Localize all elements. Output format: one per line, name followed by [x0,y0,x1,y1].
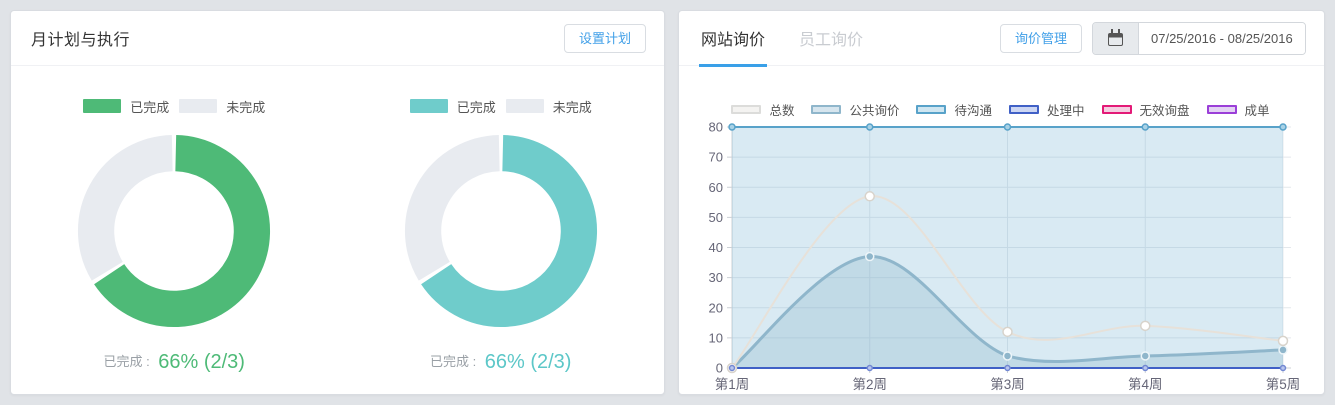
monthly-plan-panel: 月计划与执行 设置计划 已完成 未完成 已完成 : 66% (2/3) 已完成 未完… [10,10,665,395]
legend-label: 已完成 [456,99,496,115]
chart-legend-item[interactable]: 总数 [731,100,794,119]
legend-swatch [83,99,122,113]
chart-legend-label: 成单 [1244,104,1270,118]
donut-legend: 已完成 未完成 [409,97,592,116]
inquiry-tabs: 网站询价 员工询价 [699,11,895,67]
chart-legend-label: 无效询盘 [1139,104,1190,118]
svg-text:20: 20 [709,300,723,315]
chart-legend-item[interactable]: 处理中 [1009,100,1085,119]
caption-value: 66% (2/3) [158,351,245,373]
svg-text:30: 30 [709,270,723,285]
svg-text:0: 0 [716,361,723,376]
tab-staff-inquiry[interactable]: 员工询价 [799,32,864,49]
panel-title: 月计划与执行 [31,32,131,49]
legend-item-undone[interactable]: 未完成 [179,97,265,116]
svg-text:40: 40 [709,240,723,255]
chart-legend-swatch [1009,105,1039,114]
calendar-button[interactable] [1093,22,1139,54]
legend-item-undone[interactable]: 未完成 [505,97,592,116]
chart-legend-label: 公共询价 [849,104,900,118]
donut-caption: 已完成 : 66% (2/3) [430,351,571,374]
inquiry-header-actions: 询价管理 [999,21,1306,55]
donut-caption: 已完成 : 66% (2/3) [104,351,245,374]
svg-text:70: 70 [709,150,723,165]
inquiry-manage-button[interactable]: 询价管理 [999,23,1082,53]
donut-legend: 已完成 未完成 [83,97,265,116]
plan-donut-chart-green[interactable] [76,133,272,329]
plan-donut-group-1: 已完成 未完成 已完成 : 66% (2/3) [11,98,338,374]
chart-legend-swatch [731,105,762,114]
monthly-plan-header: 月计划与执行 设置计划 [11,11,664,66]
set-plan-button[interactable]: 设置计划 [563,23,646,53]
caption-label: 已完成 : [430,354,477,369]
chart-legend-swatch [916,105,947,114]
legend-swatch [409,99,448,113]
svg-text:第5周: 第5周 [1266,376,1301,392]
chart-legend-item[interactable]: 无效询盘 [1101,100,1190,119]
svg-text:第4周: 第4周 [1128,376,1163,392]
legend-item-done[interactable]: 已完成 [409,97,496,116]
chart-legend-swatch [811,105,842,114]
legend-label: 未完成 [552,99,592,115]
svg-text:80: 80 [709,120,723,135]
legend-label: 已完成 [130,99,170,115]
legend-swatch [505,99,544,113]
caption-value: 66% (2/3) [484,351,572,373]
inquiry-chart-legend: 总数 公共询价 待沟通 处理中 无效询盘 成单 [691,100,1310,119]
legend-label: 未完成 [226,99,266,115]
chart-legend-item[interactable]: 待沟通 [916,100,992,119]
svg-text:第1周: 第1周 [715,376,750,392]
legend-swatch [179,99,218,113]
plan-body: 已完成 未完成 已完成 : 66% (2/3) 已完成 未完成 已完成 : 66% … [11,66,664,374]
svg-text:第2周: 第2周 [852,376,887,392]
svg-text:第3周: 第3周 [990,376,1025,392]
date-range-input[interactable] [1139,22,1305,54]
legend-item-done[interactable]: 已完成 [83,97,169,116]
date-range-picker [1092,21,1306,55]
inquiry-panel: 网站询价 员工询价 询价管理 总数 公共询价 待沟通 处理中 无效询盘 成单 0 10 20 30… [678,10,1325,395]
tab-website-inquiry[interactable]: 网站询价 [699,11,768,67]
plan-donut-group-2: 已完成 未完成 已完成 : 66% (2/3) [338,98,665,374]
chart-legend-swatch [1101,105,1132,114]
svg-text:50: 50 [709,210,723,225]
caption-label: 已完成 : [103,354,150,369]
inquiry-header: 网站询价 员工询价 询价管理 [679,11,1324,67]
chart-legend-label: 总数 [769,104,795,118]
chart-legend-swatch [1206,105,1237,114]
chart-legend-item[interactable]: 公共询价 [811,100,899,119]
svg-text:60: 60 [709,180,723,195]
calendar-icon [1108,29,1123,46]
chart-legend-label: 待沟通 [954,104,992,118]
inquiry-line-chart[interactable]: 0 10 20 30 40 50 60 70 80 第1周 第2周 第3周 第4周 第5周 [689,117,1316,396]
plan-donut-chart-teal[interactable] [403,133,599,329]
chart-legend-item[interactable]: 成单 [1206,100,1270,119]
chart-legend-label: 处理中 [1047,104,1085,118]
svg-text:10: 10 [709,330,723,345]
